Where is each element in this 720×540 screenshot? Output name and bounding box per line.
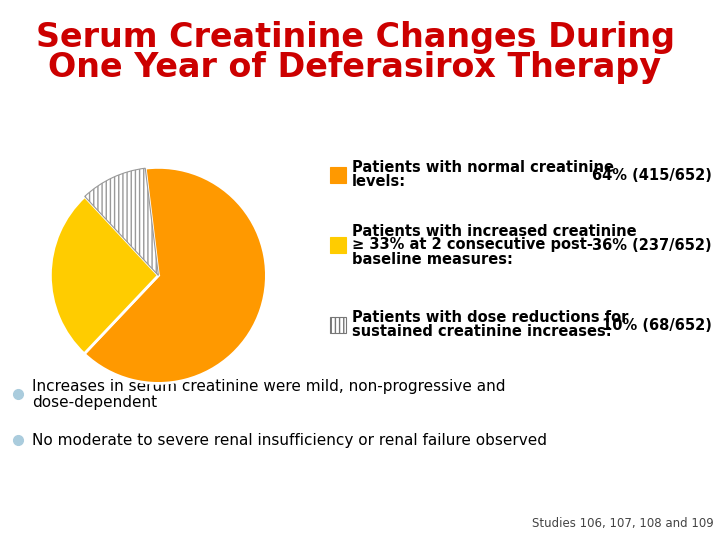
Wedge shape <box>85 168 158 275</box>
Wedge shape <box>50 197 158 354</box>
Text: Patients with dose reductions for: Patients with dose reductions for <box>352 310 629 326</box>
Text: 36% (237/652): 36% (237/652) <box>593 238 712 253</box>
Text: sustained creatinine increases:: sustained creatinine increases: <box>352 325 611 340</box>
Text: ≥ 33% at 2 consecutive post-: ≥ 33% at 2 consecutive post- <box>352 238 593 253</box>
Text: levels:: levels: <box>352 174 406 190</box>
Text: baseline measures:: baseline measures: <box>352 252 513 267</box>
Wedge shape <box>84 167 266 383</box>
Bar <box>330 237 346 253</box>
Bar <box>330 317 346 333</box>
Text: Increases in serum creatinine were mild, non-progressive and: Increases in serum creatinine were mild,… <box>32 379 505 394</box>
Text: Studies 106, 107, 108 and 109: Studies 106, 107, 108 and 109 <box>532 517 714 530</box>
Text: 64% (415/652): 64% (415/652) <box>592 167 712 183</box>
Text: One Year of Deferasirox Therapy: One Year of Deferasirox Therapy <box>48 51 662 84</box>
Text: dose-dependent: dose-dependent <box>32 395 157 410</box>
Text: 10% (68/652): 10% (68/652) <box>602 318 712 333</box>
Text: No moderate to severe renal insufficiency or renal failure observed: No moderate to severe renal insufficienc… <box>32 433 547 448</box>
Bar <box>330 167 346 183</box>
Text: Patients with increased creatinine: Patients with increased creatinine <box>352 224 636 239</box>
Text: Serum Creatinine Changes During: Serum Creatinine Changes During <box>35 21 675 53</box>
Text: Patients with normal creatinine: Patients with normal creatinine <box>352 160 614 176</box>
